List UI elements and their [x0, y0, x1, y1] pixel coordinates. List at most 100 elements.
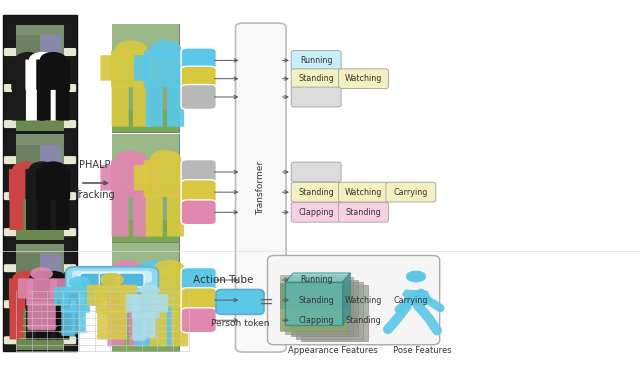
- FancyBboxPatch shape: [17, 134, 63, 240]
- Ellipse shape: [26, 324, 58, 329]
- FancyBboxPatch shape: [285, 282, 342, 325]
- FancyBboxPatch shape: [133, 194, 150, 236]
- FancyBboxPatch shape: [146, 85, 163, 127]
- FancyBboxPatch shape: [280, 283, 348, 309]
- FancyBboxPatch shape: [36, 60, 70, 90]
- FancyBboxPatch shape: [285, 277, 353, 334]
- Text: Standing: Standing: [346, 316, 381, 325]
- FancyBboxPatch shape: [107, 270, 147, 307]
- FancyBboxPatch shape: [31, 87, 45, 120]
- FancyBboxPatch shape: [134, 165, 150, 190]
- FancyBboxPatch shape: [97, 309, 113, 340]
- FancyBboxPatch shape: [125, 294, 140, 313]
- FancyBboxPatch shape: [291, 310, 341, 330]
- FancyBboxPatch shape: [280, 274, 348, 331]
- FancyBboxPatch shape: [54, 287, 68, 306]
- Circle shape: [29, 161, 56, 176]
- FancyBboxPatch shape: [112, 243, 179, 351]
- FancyBboxPatch shape: [386, 182, 436, 202]
- Ellipse shape: [130, 335, 158, 339]
- Text: Transformer: Transformer: [256, 161, 266, 214]
- FancyBboxPatch shape: [26, 279, 60, 309]
- FancyBboxPatch shape: [134, 55, 150, 81]
- FancyBboxPatch shape: [45, 196, 59, 230]
- FancyBboxPatch shape: [26, 279, 57, 306]
- FancyBboxPatch shape: [111, 309, 127, 340]
- FancyBboxPatch shape: [28, 302, 42, 330]
- Text: Watching: Watching: [345, 188, 382, 197]
- FancyBboxPatch shape: [181, 308, 216, 333]
- FancyBboxPatch shape: [145, 55, 161, 81]
- Circle shape: [30, 267, 53, 280]
- Circle shape: [100, 273, 124, 287]
- FancyBboxPatch shape: [111, 194, 129, 236]
- FancyBboxPatch shape: [291, 69, 341, 89]
- FancyBboxPatch shape: [181, 48, 216, 73]
- FancyBboxPatch shape: [72, 270, 152, 283]
- FancyBboxPatch shape: [108, 304, 125, 346]
- FancyBboxPatch shape: [111, 85, 129, 127]
- FancyBboxPatch shape: [112, 24, 179, 78]
- FancyBboxPatch shape: [291, 290, 341, 310]
- FancyBboxPatch shape: [112, 134, 179, 242]
- FancyBboxPatch shape: [291, 202, 341, 222]
- FancyBboxPatch shape: [4, 228, 17, 236]
- Text: =: =: [258, 293, 273, 311]
- FancyBboxPatch shape: [63, 156, 76, 164]
- FancyBboxPatch shape: [181, 66, 216, 91]
- FancyBboxPatch shape: [181, 180, 216, 205]
- FancyBboxPatch shape: [63, 120, 76, 128]
- Circle shape: [115, 40, 147, 58]
- FancyBboxPatch shape: [156, 304, 173, 346]
- FancyBboxPatch shape: [4, 120, 17, 128]
- FancyBboxPatch shape: [291, 280, 358, 336]
- FancyBboxPatch shape: [4, 336, 17, 344]
- FancyBboxPatch shape: [179, 55, 195, 81]
- FancyBboxPatch shape: [134, 304, 151, 346]
- FancyBboxPatch shape: [9, 279, 43, 309]
- Circle shape: [154, 260, 185, 278]
- FancyBboxPatch shape: [50, 278, 65, 299]
- FancyBboxPatch shape: [97, 275, 113, 300]
- Text: Watching: Watching: [345, 296, 382, 305]
- FancyBboxPatch shape: [17, 254, 40, 307]
- FancyBboxPatch shape: [339, 182, 388, 202]
- FancyBboxPatch shape: [386, 290, 436, 310]
- FancyBboxPatch shape: [172, 304, 188, 346]
- Text: Clapping: Clapping: [298, 316, 334, 325]
- FancyBboxPatch shape: [28, 196, 42, 230]
- FancyBboxPatch shape: [17, 145, 40, 198]
- FancyBboxPatch shape: [17, 36, 40, 88]
- FancyBboxPatch shape: [9, 169, 43, 199]
- FancyBboxPatch shape: [112, 134, 179, 187]
- FancyBboxPatch shape: [37, 196, 51, 230]
- FancyBboxPatch shape: [339, 290, 388, 310]
- Circle shape: [40, 161, 67, 176]
- Circle shape: [69, 276, 90, 288]
- FancyBboxPatch shape: [268, 255, 440, 345]
- FancyBboxPatch shape: [112, 110, 179, 132]
- FancyBboxPatch shape: [17, 78, 63, 131]
- Circle shape: [40, 271, 67, 286]
- Circle shape: [406, 270, 426, 282]
- FancyBboxPatch shape: [291, 182, 341, 202]
- FancyBboxPatch shape: [10, 306, 24, 339]
- FancyBboxPatch shape: [296, 282, 363, 339]
- FancyBboxPatch shape: [65, 267, 159, 293]
- FancyBboxPatch shape: [339, 202, 388, 222]
- FancyBboxPatch shape: [40, 145, 61, 208]
- FancyBboxPatch shape: [56, 306, 70, 339]
- FancyBboxPatch shape: [63, 48, 76, 56]
- FancyBboxPatch shape: [179, 165, 195, 190]
- FancyBboxPatch shape: [36, 169, 70, 199]
- Text: Watching: Watching: [345, 74, 382, 83]
- FancyBboxPatch shape: [36, 279, 70, 309]
- FancyBboxPatch shape: [291, 51, 341, 70]
- FancyBboxPatch shape: [84, 287, 99, 306]
- FancyBboxPatch shape: [111, 160, 150, 197]
- FancyBboxPatch shape: [216, 290, 264, 314]
- FancyBboxPatch shape: [181, 268, 216, 292]
- FancyBboxPatch shape: [291, 162, 341, 182]
- FancyBboxPatch shape: [17, 25, 63, 131]
- Text: Standing: Standing: [346, 208, 381, 217]
